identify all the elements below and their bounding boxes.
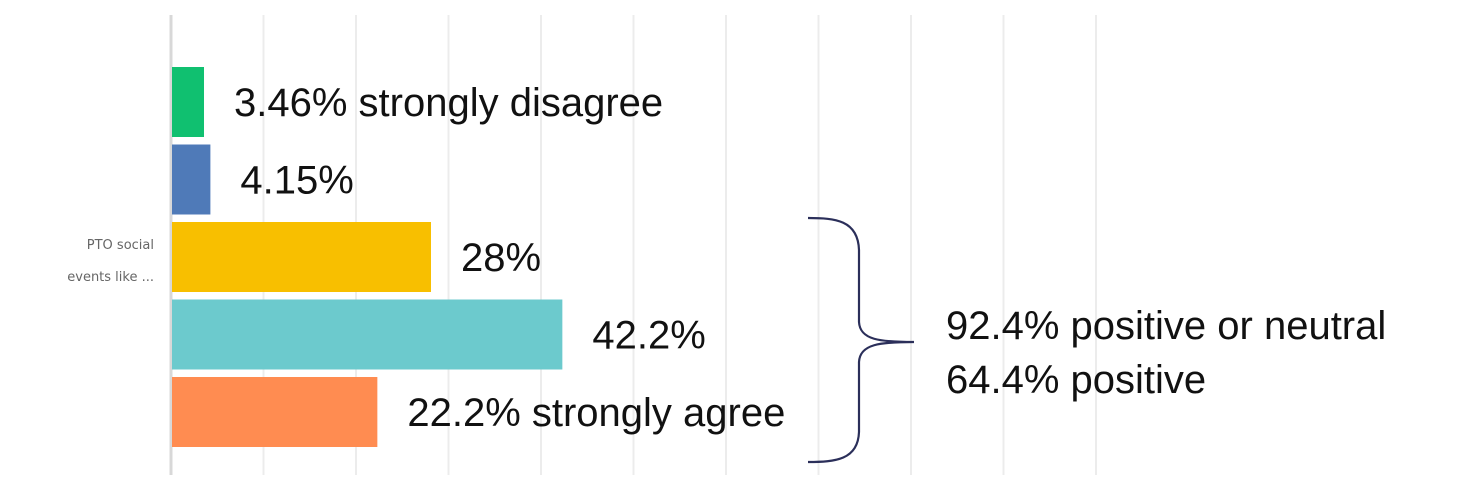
bar-4: [172, 377, 378, 447]
data-labels: 3.46% strongly disagree 4.15% 28% 42.2% 22.2…: [234, 81, 785, 435]
bar-2: [172, 222, 431, 292]
bars: [172, 67, 563, 447]
data-label-4: 22.2% strongly agree: [407, 391, 785, 435]
bar-3: [172, 299, 563, 370]
data-label-3: 42.2%: [592, 314, 705, 358]
gridlines: [262, 15, 1097, 475]
bar-1: [172, 144, 211, 215]
bar-0: [172, 67, 205, 137]
data-label-1: 4.15%: [240, 159, 353, 203]
data-label-0: 3.46% strongly disagree: [234, 81, 663, 125]
category-label-line-2: events like ...: [67, 270, 154, 285]
grouping-brace: [807, 216, 915, 464]
data-label-2: 28%: [461, 236, 541, 280]
category-label-line-1: PTO social: [87, 238, 154, 253]
annotation-positive: 64.4% positive: [946, 358, 1206, 402]
annotation-positive-or-neutral: 92.4% positive or neutral: [946, 304, 1386, 348]
